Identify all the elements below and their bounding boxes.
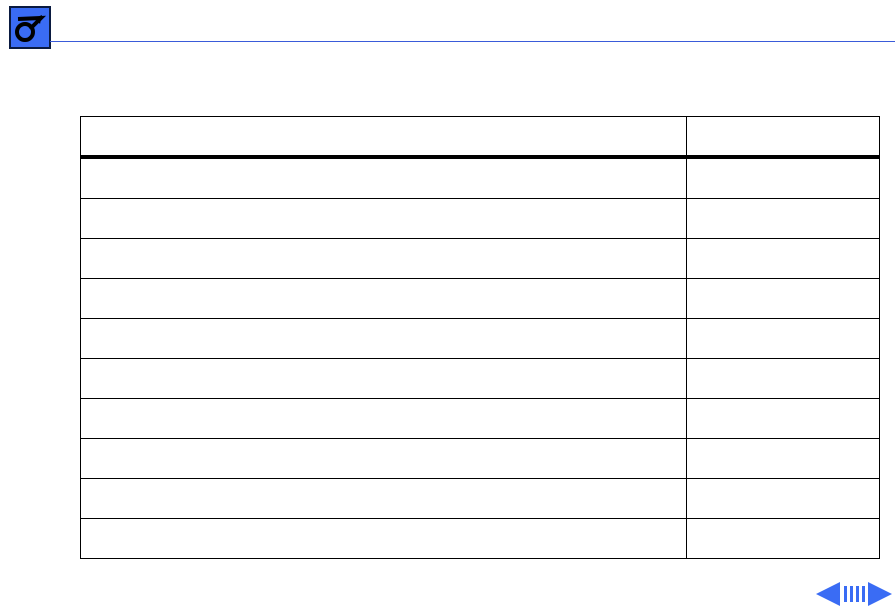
table-cell — [80, 278, 687, 319]
table-cell — [686, 358, 880, 399]
arrow-right-icon[interactable] — [866, 580, 892, 608]
table-row — [80, 198, 880, 239]
table-row — [80, 238, 880, 279]
header-cell — [80, 116, 687, 159]
table-cell — [686, 318, 880, 359]
page-index-icon[interactable] — [842, 580, 866, 608]
table-cell — [80, 438, 687, 479]
page-navigation — [816, 580, 892, 608]
data-table — [80, 116, 880, 559]
table-row — [80, 156, 880, 199]
table-cell — [80, 518, 687, 559]
table-row — [80, 278, 880, 319]
table-cell — [686, 156, 880, 199]
table-row — [80, 318, 880, 359]
table-cell — [686, 478, 880, 519]
table-cell — [80, 238, 687, 279]
table-cell — [80, 398, 687, 439]
table-cell — [686, 398, 880, 439]
table-row — [80, 438, 880, 479]
header-cell — [686, 116, 880, 159]
header-rule — [50, 41, 895, 42]
table-header-row — [80, 116, 880, 159]
table-cell — [686, 198, 880, 239]
table-cell — [686, 278, 880, 319]
table-row — [80, 478, 880, 519]
table-cell — [686, 438, 880, 479]
table-cell — [686, 518, 880, 559]
table-cell — [80, 318, 687, 359]
table-cell — [80, 478, 687, 519]
arrow-left-icon[interactable] — [816, 580, 842, 608]
table-row — [80, 358, 880, 399]
apple-service-wrench-icon — [8, 5, 51, 50]
table-cell — [686, 238, 880, 279]
table-row — [80, 398, 880, 439]
table-cell — [80, 198, 687, 239]
table-cell — [80, 156, 687, 199]
table-row — [80, 518, 880, 559]
table-cell — [80, 358, 687, 399]
